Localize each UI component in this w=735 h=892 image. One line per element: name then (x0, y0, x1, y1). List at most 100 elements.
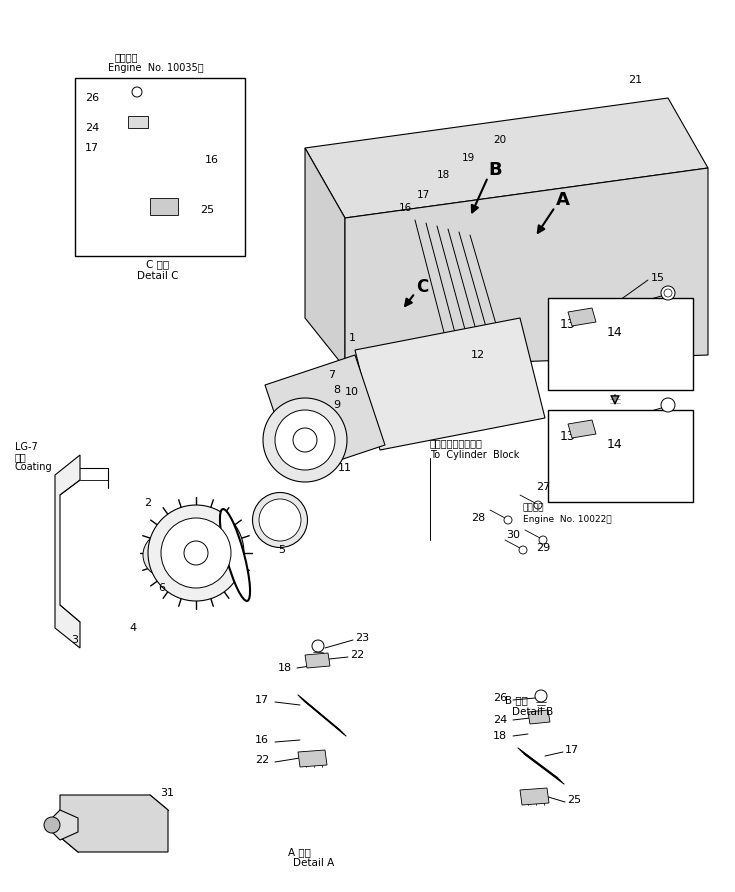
Text: 29: 29 (536, 543, 550, 553)
Text: A: A (556, 191, 570, 209)
Text: 7: 7 (329, 370, 336, 380)
Text: 25: 25 (200, 205, 214, 215)
Text: 適用号機: 適用号機 (115, 52, 138, 62)
Text: 19: 19 (462, 153, 475, 163)
Circle shape (504, 516, 512, 524)
Circle shape (661, 398, 675, 412)
Text: 16: 16 (398, 203, 412, 213)
Text: A 詳細: A 詳細 (288, 847, 311, 857)
Text: 24: 24 (493, 715, 507, 725)
Circle shape (534, 501, 542, 509)
Bar (548, 298, 693, 390)
Text: Detail A: Detail A (293, 858, 334, 868)
Bar (75, 78, 245, 256)
Text: 28: 28 (471, 513, 485, 523)
Polygon shape (305, 148, 345, 368)
Ellipse shape (253, 492, 307, 548)
Circle shape (132, 87, 142, 97)
Text: 13: 13 (560, 318, 576, 332)
Text: 1: 1 (348, 333, 356, 343)
Text: B: B (488, 161, 502, 179)
Circle shape (519, 546, 527, 554)
Text: 27: 27 (536, 482, 550, 492)
Circle shape (661, 286, 675, 300)
Text: 21: 21 (628, 75, 642, 85)
Text: 16: 16 (255, 735, 269, 745)
Text: 17: 17 (565, 745, 579, 755)
Text: 12: 12 (471, 350, 485, 360)
Text: 30: 30 (506, 530, 520, 540)
Circle shape (161, 518, 231, 588)
Text: 23: 23 (355, 633, 369, 643)
Ellipse shape (220, 509, 250, 601)
Text: 24: 24 (85, 123, 99, 133)
Circle shape (293, 428, 317, 452)
Text: 20: 20 (493, 135, 506, 145)
Circle shape (664, 289, 672, 297)
Circle shape (275, 410, 335, 470)
Circle shape (312, 640, 324, 652)
Text: 塗布: 塗布 (15, 452, 26, 462)
Text: 14: 14 (607, 326, 623, 338)
Text: 25: 25 (567, 795, 581, 805)
Text: 6: 6 (159, 583, 165, 593)
Text: To  Cylinder  Block: To Cylinder Block (430, 450, 520, 460)
Polygon shape (305, 98, 708, 218)
Polygon shape (528, 710, 550, 724)
Circle shape (535, 690, 547, 702)
Text: 11: 11 (338, 463, 352, 473)
Text: 17: 17 (416, 190, 430, 200)
Text: LG-7: LG-7 (15, 442, 37, 452)
Ellipse shape (259, 499, 301, 541)
Text: 22: 22 (255, 755, 269, 765)
Polygon shape (568, 420, 596, 438)
Text: 8: 8 (334, 385, 340, 395)
Text: 3: 3 (71, 635, 79, 645)
Text: 5: 5 (279, 545, 285, 555)
Polygon shape (55, 455, 80, 648)
Polygon shape (345, 168, 708, 368)
Polygon shape (150, 198, 178, 215)
Circle shape (143, 533, 187, 577)
Text: Engine  No. 10022～: Engine No. 10022～ (523, 515, 612, 524)
Text: シリンダブロックへ: シリンダブロックへ (430, 438, 483, 448)
Text: 26: 26 (493, 693, 507, 703)
Text: 16: 16 (205, 155, 219, 165)
Text: 22: 22 (350, 650, 365, 660)
Polygon shape (128, 116, 148, 128)
Text: 9: 9 (334, 400, 340, 410)
Polygon shape (355, 318, 545, 450)
Polygon shape (305, 653, 330, 668)
Text: 18: 18 (437, 170, 450, 180)
Text: 18: 18 (493, 731, 507, 741)
Circle shape (184, 541, 208, 565)
Text: Detail C: Detail C (137, 271, 179, 281)
Text: 31: 31 (160, 788, 174, 798)
Text: 2: 2 (145, 498, 151, 508)
Text: 適用号機: 適用号機 (523, 503, 545, 513)
Circle shape (539, 536, 547, 544)
Bar (548, 410, 693, 502)
Polygon shape (298, 750, 327, 767)
Text: 18: 18 (278, 663, 292, 673)
Text: 14: 14 (607, 437, 623, 450)
Text: 10: 10 (345, 387, 359, 397)
Text: C 詳細: C 詳細 (146, 259, 170, 269)
Text: 15: 15 (651, 273, 665, 283)
Polygon shape (520, 788, 549, 805)
Circle shape (263, 398, 347, 482)
Text: C: C (416, 278, 428, 296)
Text: Coating: Coating (15, 462, 53, 472)
Polygon shape (568, 308, 596, 326)
Polygon shape (45, 810, 78, 840)
Text: Engine  No. 10035～: Engine No. 10035～ (108, 63, 204, 73)
Circle shape (44, 817, 60, 833)
Text: 17: 17 (255, 695, 269, 705)
Text: 13: 13 (560, 431, 576, 443)
Text: Detail B: Detail B (512, 707, 553, 717)
Circle shape (148, 505, 244, 601)
Text: B 詳細: B 詳細 (505, 695, 528, 705)
Polygon shape (265, 355, 385, 475)
Polygon shape (60, 795, 168, 852)
Text: 4: 4 (129, 623, 137, 633)
